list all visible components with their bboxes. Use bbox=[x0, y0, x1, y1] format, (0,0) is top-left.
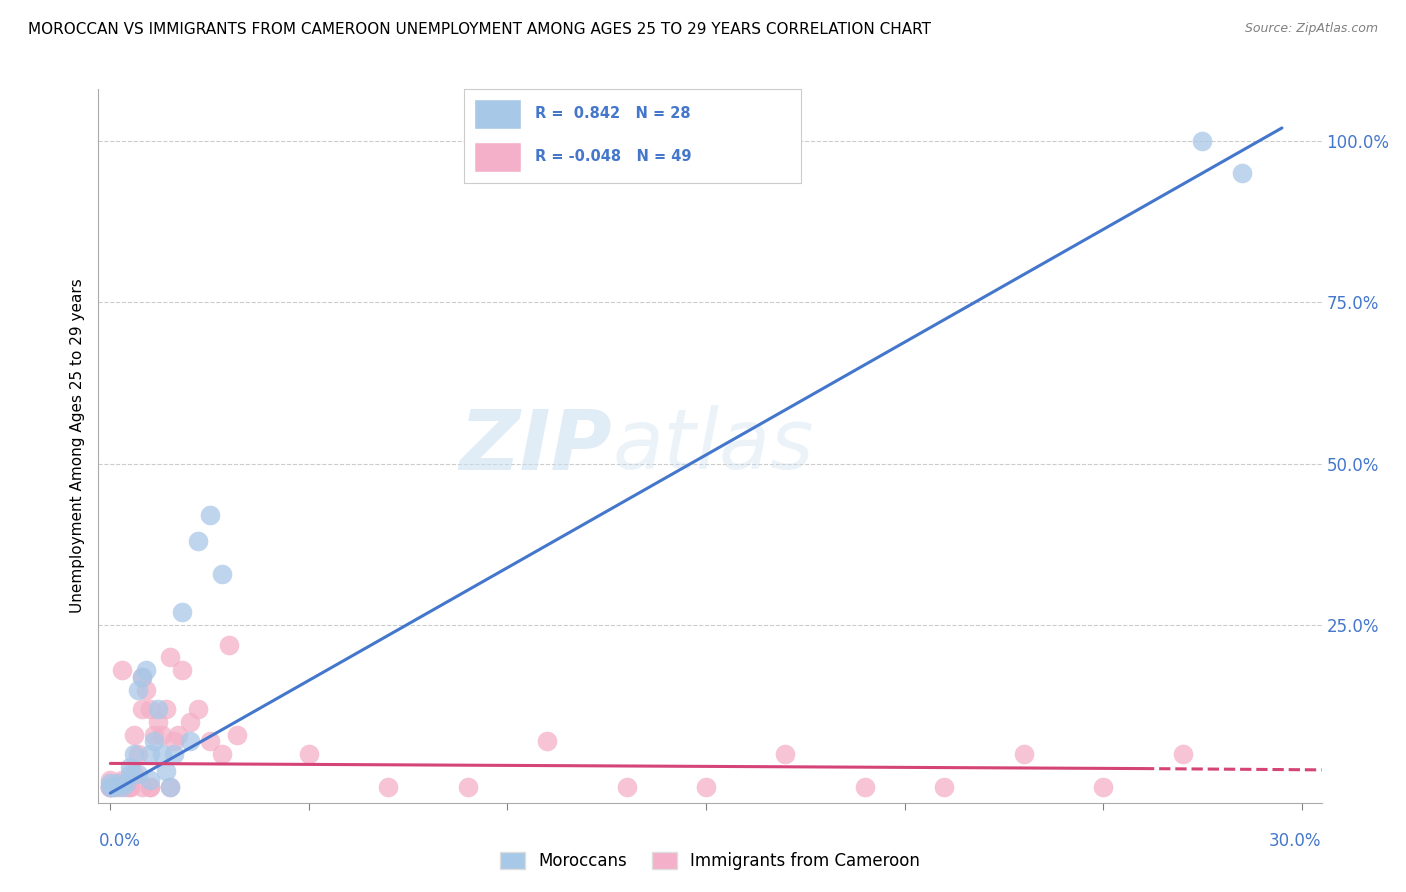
Y-axis label: Unemployment Among Ages 25 to 29 years: Unemployment Among Ages 25 to 29 years bbox=[69, 278, 84, 614]
Point bbox=[111, 664, 134, 678]
Point bbox=[179, 734, 201, 748]
Point bbox=[226, 728, 249, 742]
Text: Source: ZipAtlas.com: Source: ZipAtlas.com bbox=[1244, 22, 1378, 36]
Point bbox=[159, 780, 181, 794]
Point bbox=[616, 780, 638, 794]
Point bbox=[211, 566, 233, 581]
Point bbox=[170, 605, 193, 619]
FancyBboxPatch shape bbox=[474, 98, 522, 128]
Point bbox=[139, 780, 162, 794]
Point bbox=[122, 766, 145, 780]
Point bbox=[150, 747, 173, 762]
Point bbox=[695, 780, 717, 794]
Point bbox=[934, 780, 956, 794]
Point bbox=[1012, 747, 1035, 762]
Point bbox=[155, 702, 177, 716]
Point bbox=[120, 780, 142, 794]
Text: ZIP: ZIP bbox=[460, 406, 612, 486]
Point bbox=[135, 682, 157, 697]
Point bbox=[98, 780, 121, 794]
Point bbox=[187, 534, 209, 549]
Text: atlas: atlas bbox=[612, 406, 814, 486]
Point bbox=[127, 682, 149, 697]
Point bbox=[107, 780, 129, 794]
Point bbox=[163, 734, 186, 748]
Point bbox=[98, 780, 121, 794]
Point bbox=[166, 728, 188, 742]
Point bbox=[120, 760, 142, 774]
FancyBboxPatch shape bbox=[474, 142, 522, 171]
Point bbox=[146, 715, 169, 730]
Point bbox=[155, 764, 177, 778]
Point bbox=[170, 664, 193, 678]
Point bbox=[1171, 747, 1194, 762]
Point bbox=[218, 638, 240, 652]
Point bbox=[98, 773, 121, 788]
Point bbox=[127, 747, 149, 762]
Point bbox=[98, 776, 121, 790]
Text: R = -0.048   N = 49: R = -0.048 N = 49 bbox=[534, 149, 692, 164]
Point bbox=[457, 780, 479, 794]
Point bbox=[775, 747, 797, 762]
Point bbox=[150, 728, 173, 742]
Point bbox=[853, 780, 876, 794]
Point bbox=[98, 780, 121, 794]
Point bbox=[198, 508, 221, 523]
Point bbox=[98, 780, 121, 794]
Point bbox=[163, 747, 186, 762]
Point bbox=[1191, 134, 1213, 148]
Point bbox=[139, 780, 162, 794]
Point bbox=[143, 728, 166, 742]
Point bbox=[115, 780, 138, 794]
Point bbox=[131, 670, 153, 684]
Point bbox=[143, 734, 166, 748]
Text: MOROCCAN VS IMMIGRANTS FROM CAMEROON UNEMPLOYMENT AMONG AGES 25 TO 29 YEARS CORR: MOROCCAN VS IMMIGRANTS FROM CAMEROON UNE… bbox=[28, 22, 931, 37]
Point bbox=[377, 780, 399, 794]
Point bbox=[131, 780, 153, 794]
Point bbox=[103, 780, 125, 794]
Point bbox=[122, 747, 145, 762]
Point bbox=[1232, 166, 1254, 180]
Point bbox=[298, 747, 321, 762]
Point bbox=[139, 702, 162, 716]
Point bbox=[159, 650, 181, 665]
Point bbox=[179, 715, 201, 730]
Point bbox=[120, 766, 142, 780]
Point bbox=[131, 670, 153, 684]
Point bbox=[103, 780, 125, 794]
Point bbox=[536, 734, 558, 748]
Point bbox=[211, 747, 233, 762]
Point bbox=[159, 780, 181, 794]
Point bbox=[135, 664, 157, 678]
Point bbox=[198, 734, 221, 748]
Point bbox=[120, 780, 142, 794]
Point bbox=[187, 702, 209, 716]
Point bbox=[120, 773, 142, 788]
Point bbox=[131, 702, 153, 716]
Point bbox=[111, 773, 134, 788]
Point bbox=[107, 776, 129, 790]
Point bbox=[139, 747, 162, 762]
Point bbox=[146, 702, 169, 716]
Point bbox=[115, 776, 138, 790]
Text: 30.0%: 30.0% bbox=[1270, 831, 1322, 849]
Point bbox=[1092, 780, 1115, 794]
Point bbox=[127, 766, 149, 780]
Text: R =  0.842   N = 28: R = 0.842 N = 28 bbox=[534, 106, 690, 121]
Legend: Moroccans, Immigrants from Cameroon: Moroccans, Immigrants from Cameroon bbox=[494, 845, 927, 877]
Point bbox=[139, 773, 162, 788]
Point bbox=[122, 728, 145, 742]
Point bbox=[111, 780, 134, 794]
Text: 0.0%: 0.0% bbox=[98, 831, 141, 849]
